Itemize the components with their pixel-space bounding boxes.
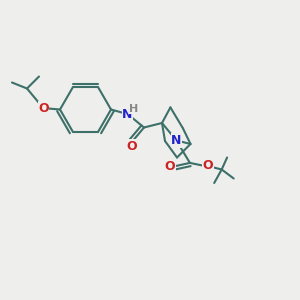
Text: O: O	[164, 160, 175, 173]
Text: N: N	[122, 107, 133, 121]
Text: O: O	[202, 159, 213, 172]
Text: H: H	[130, 103, 139, 114]
Text: N: N	[171, 134, 182, 147]
Text: O: O	[126, 140, 137, 153]
Text: O: O	[38, 101, 49, 115]
